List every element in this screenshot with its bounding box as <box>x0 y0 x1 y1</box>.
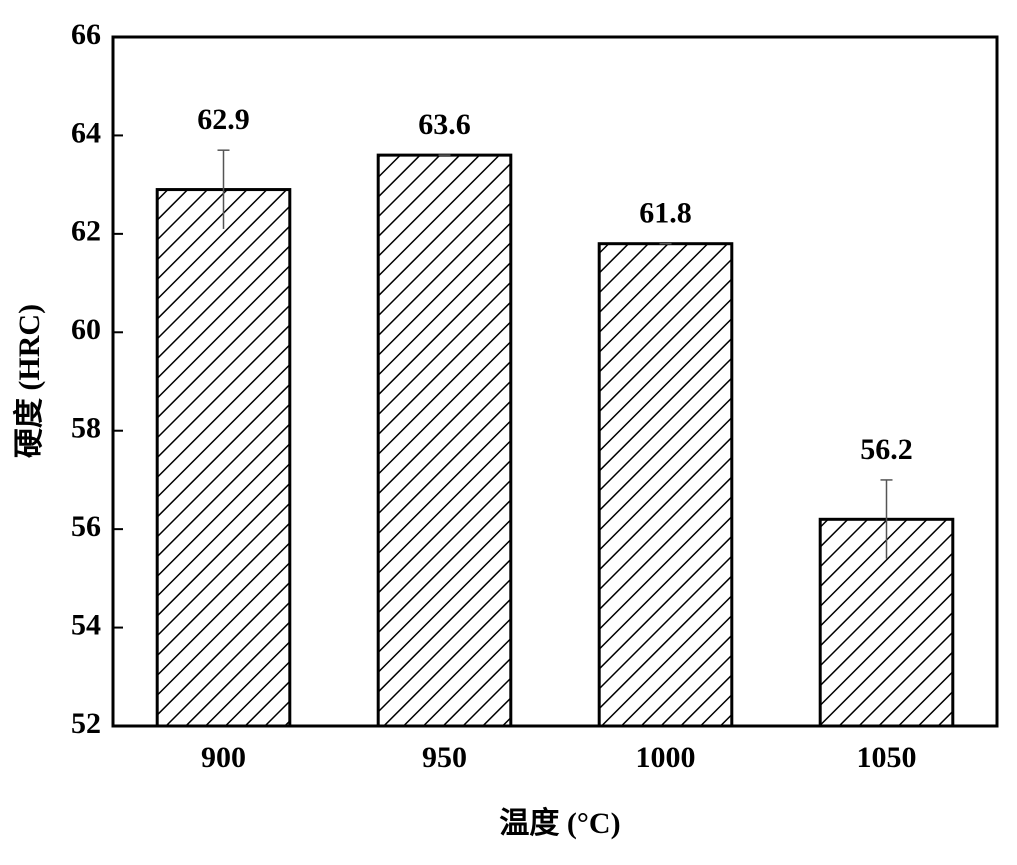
y-tick-label: 54 <box>71 608 101 641</box>
y-tick-label: 58 <box>71 412 101 445</box>
value-label: 56.2 <box>860 433 913 466</box>
x-tick-label: 950 <box>422 741 467 774</box>
value-label: 63.6 <box>418 108 471 141</box>
y-axis-label: 硬度 (HRC) <box>13 304 46 458</box>
x-axis-label: 温度 (°C) <box>499 807 620 840</box>
y-tick-label: 64 <box>71 116 101 149</box>
value-label: 62.9 <box>197 103 250 136</box>
y-tick-label: 56 <box>71 510 101 543</box>
y-tick-label: 60 <box>71 313 101 346</box>
y-tick-label: 62 <box>71 215 101 248</box>
x-tick-label: 1050 <box>857 741 917 774</box>
y-tick-label: 52 <box>71 707 101 740</box>
x-tick-label: 1000 <box>636 741 696 774</box>
bar <box>597 242 734 728</box>
bar <box>155 188 292 728</box>
plot-frame <box>111 35 999 728</box>
x-tick-label: 900 <box>201 741 246 774</box>
bar <box>376 153 513 728</box>
value-label: 61.8 <box>639 197 692 230</box>
y-tick-label: 66 <box>71 18 101 51</box>
